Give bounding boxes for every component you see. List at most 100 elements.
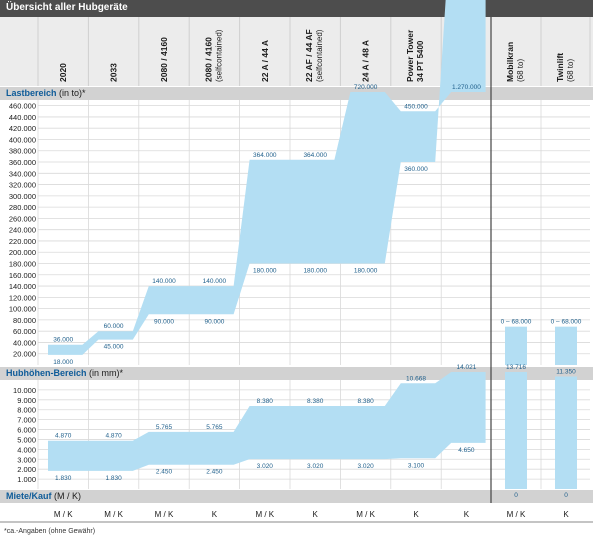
column-header-bg	[0, 17, 593, 86]
load-y-tick: 240.000	[9, 226, 36, 235]
load-section-bar	[0, 87, 593, 100]
height-min-label: 3.100	[408, 462, 425, 469]
column-header-label: Power Tower	[405, 29, 415, 82]
page-title: Übersicht aller Hubgeräte	[6, 2, 128, 13]
load-min-label: 90.000	[204, 318, 224, 325]
load-y-tick: 160.000	[9, 271, 36, 280]
rent-value: K	[464, 510, 470, 519]
page-header: Übersicht aller Hubgeräte	[0, 0, 593, 17]
height-min-label: 2.450	[206, 469, 223, 476]
height-min-label: 1.830	[55, 475, 72, 482]
height-min-label: 2.450	[156, 469, 173, 476]
column-header-label: 2080 / 4160	[203, 37, 213, 82]
load-y-tick: 200.000	[9, 248, 36, 257]
load-y-tick: 40.000	[13, 338, 36, 347]
load-y-tick: 280.000	[9, 203, 36, 212]
column-header-sublabel: (selfcontained)	[315, 29, 324, 82]
height-y-tick: 9.000	[17, 396, 36, 405]
height-section-unit: (in mm)*	[87, 368, 124, 378]
column-header-sublabel: (selfcontained)	[214, 29, 223, 82]
height-min-label: 3.020	[257, 463, 274, 470]
rent-value: M / K	[155, 510, 174, 519]
height-min-label: 3.020	[357, 463, 374, 470]
column-header-label: 22 A / 44 A	[260, 40, 270, 82]
load-y-tick: 300.000	[9, 192, 36, 201]
load-min-label: 90.000	[154, 318, 174, 325]
rent-value: M / K	[104, 510, 123, 519]
height-y-tick: 1.000	[17, 475, 36, 484]
column-header-sublabel: (68 to)	[516, 59, 525, 82]
load-y-tick: 420.000	[9, 124, 36, 133]
rent-section-title: Miete/Kauf (M / K)	[6, 491, 81, 501]
load-y-tick: 400.000	[9, 135, 36, 144]
rent-value: M / K	[255, 510, 274, 519]
load-min-label: 45.000	[104, 344, 124, 351]
height-range-bar	[555, 376, 577, 489]
rent-value: K	[212, 510, 218, 519]
height-max-label: 11.350	[556, 369, 576, 376]
height-section-title: Hubhöhen-Bereich (in mm)*	[6, 368, 124, 378]
load-max-label: 60.000	[104, 323, 124, 330]
load-max-label: 140.000	[203, 278, 227, 285]
height-min-label: 0	[514, 492, 518, 499]
column-header-label: Mobilkran	[505, 42, 515, 82]
load-y-tick: 100.000	[9, 305, 36, 314]
height-min-label: 3.020	[307, 463, 324, 470]
load-max-label: 450.000	[404, 103, 428, 110]
load-max-label: 364.000	[303, 152, 327, 159]
height-y-tick: 7.000	[17, 416, 36, 425]
load-max-label: 0 – 68.000	[501, 319, 532, 326]
load-y-tick: 20.000	[13, 350, 36, 359]
height-y-tick: 3.000	[17, 455, 36, 464]
height-range-band	[48, 372, 486, 471]
column-header-sublabel: (68 to)	[566, 59, 575, 82]
height-max-label: 5.765	[156, 424, 173, 431]
height-y-tick: 10.000	[13, 386, 36, 395]
load-section-unit: (in to)*	[57, 88, 87, 98]
load-max-label: 140.000	[152, 278, 176, 285]
rent-value: K	[413, 510, 419, 519]
rent-value: K	[313, 510, 319, 519]
load-y-tick: 120.000	[9, 293, 36, 302]
rent-value: M / K	[356, 510, 375, 519]
column-header-sublabel: 34 PT 5400	[416, 40, 425, 82]
height-y-tick: 5.000	[17, 435, 36, 444]
load-y-tick: 60.000	[13, 327, 36, 336]
height-y-tick: 4.000	[17, 445, 36, 454]
load-min-label: 18.000	[53, 359, 73, 366]
load-y-tick: 340.000	[9, 169, 36, 178]
height-range-bar	[505, 372, 527, 489]
load-y-tick: 260.000	[9, 214, 36, 223]
load-max-label: 720.000	[354, 84, 378, 91]
load-range-bar	[555, 326, 577, 365]
load-max-label: 364.000	[253, 152, 277, 159]
height-min-label: 4.650	[458, 447, 475, 454]
height-max-label: 10.668	[406, 375, 426, 382]
load-y-tick: 440.000	[9, 113, 36, 122]
load-min-label: 180.000	[253, 268, 277, 275]
load-y-tick: 180.000	[9, 260, 36, 269]
load-min-label: 360.000	[404, 166, 428, 173]
height-max-label: 8.380	[307, 398, 324, 405]
load-y-tick: 320.000	[9, 181, 36, 190]
height-max-label: 4.870	[105, 433, 122, 440]
rent-value: M / K	[54, 510, 73, 519]
rent-section-unit: (M / K)	[52, 491, 82, 501]
height-y-tick: 6.000	[17, 426, 36, 435]
column-header-label: 2080 / 4160	[159, 37, 169, 82]
height-max-label: 4.870	[55, 433, 72, 440]
column-header-label: 2033	[109, 63, 119, 82]
load-max-label: 1.270.000	[452, 84, 481, 91]
height-max-label: 5.765	[206, 424, 223, 431]
column-header-label: 2020	[58, 63, 68, 82]
load-y-tick: 220.000	[9, 237, 36, 246]
footnote: *ca.-Angaben (ohne Gewähr)	[4, 528, 95, 535]
column-header-label: Twinlift	[555, 53, 565, 82]
column-header-label: 22 AF / 44 AF	[304, 29, 314, 82]
rent-section-bar	[0, 490, 593, 503]
height-min-label: 0	[564, 492, 568, 499]
height-max-label: 8.380	[257, 398, 274, 405]
load-section-title: Lastbereich (in to)*	[6, 88, 86, 98]
rent-value: K	[563, 510, 569, 519]
